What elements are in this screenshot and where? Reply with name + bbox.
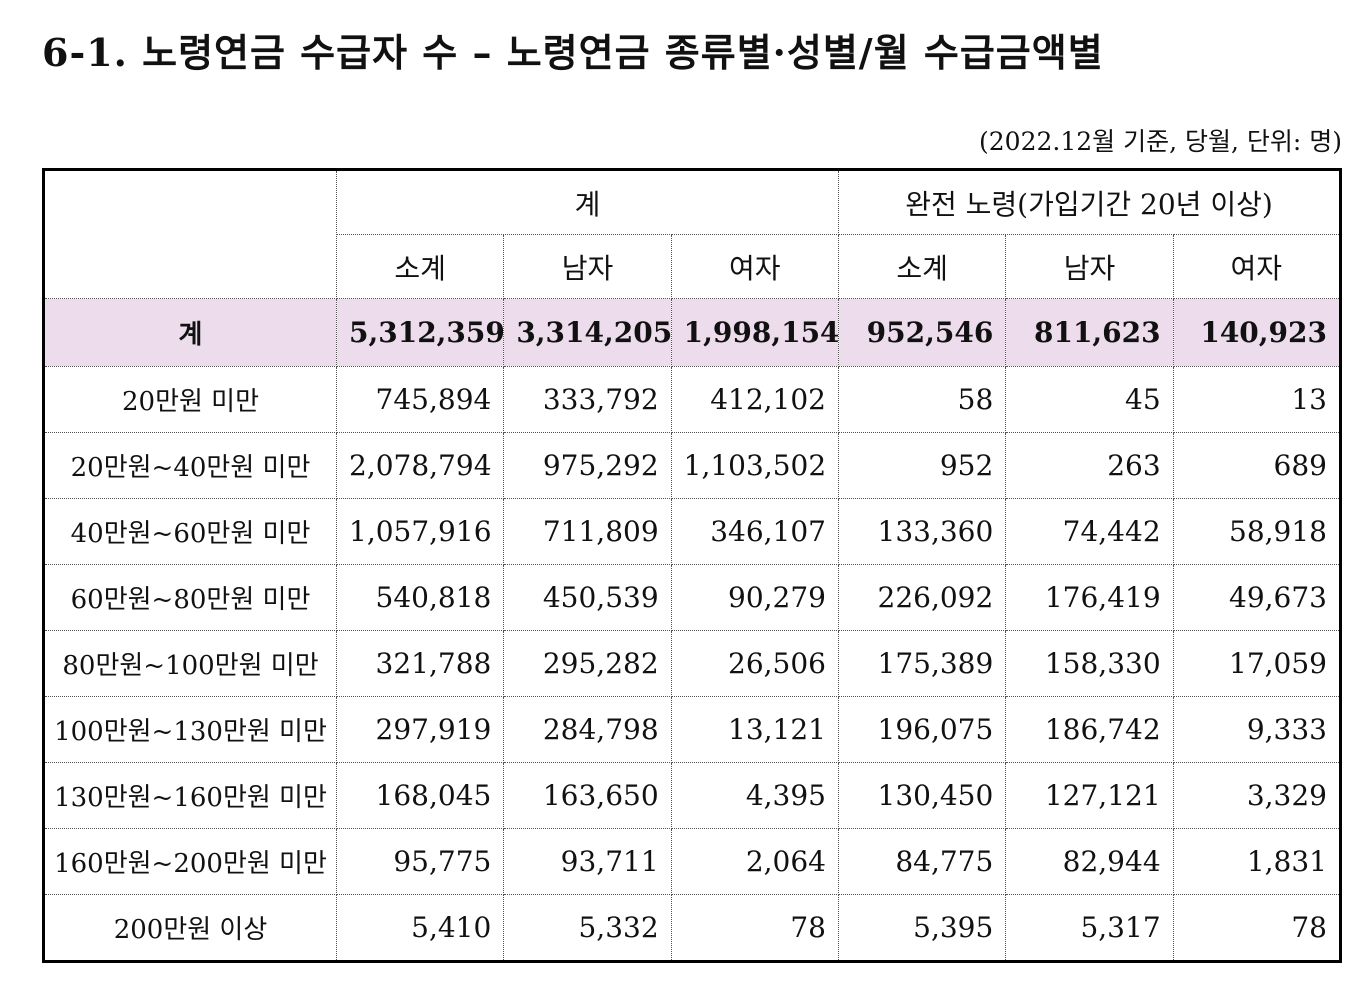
cell-value: 158,330	[1005, 630, 1174, 697]
cell-value: 130,450	[837, 762, 1007, 829]
cell-value: 163,650	[503, 762, 672, 829]
data-row: 100만원~130만원 미만 297,919 284,798 13,121 196,07…	[43, 696, 1342, 763]
cell-value: 133,360	[837, 498, 1007, 565]
cell-value: 78	[670, 894, 839, 962]
cell-value: 9,333	[1172, 696, 1342, 763]
row-label: 20만원~40만원 미만	[43, 432, 337, 499]
cell-value: 745,894	[335, 366, 505, 433]
sub-header: 여자	[1172, 234, 1342, 299]
cell-value: 1,831	[1172, 828, 1342, 895]
row-label: 200만원 이상	[43, 894, 337, 962]
corner-cell	[43, 169, 337, 299]
group-header: 계	[336, 169, 839, 235]
cell-value: 196,075	[837, 696, 1007, 763]
group-header: 완전 노령(가입기간 20년 이상)	[837, 169, 1342, 235]
row-label: 100만원~130만원 미만	[43, 696, 337, 763]
sub-header: 남자	[1005, 234, 1174, 299]
data-row: 160만원~200만원 미만 95,775 93,711 2,064 84,775 82,…	[43, 828, 1342, 895]
total-row: 계 5,312,359 3,314,205 1,998,154 952,546 811,6…	[43, 298, 1342, 367]
cell-value: 5,312,359	[335, 298, 505, 367]
cell-value: 412,102	[670, 366, 839, 433]
cell-value: 3,329	[1172, 762, 1342, 829]
cell-value: 711,809	[503, 498, 672, 565]
cell-value: 263	[1005, 432, 1174, 499]
cell-value: 90,279	[670, 564, 839, 631]
cell-value: 284,798	[503, 696, 672, 763]
title: 6-1. 노령연금 수급자 수 – 노령연금 종류별·성별/월 수급금액별	[42, 30, 1104, 75]
cell-value: 82,944	[1005, 828, 1174, 895]
sub-header: 소계	[837, 234, 1007, 299]
cell-value: 321,788	[335, 630, 505, 697]
cell-value: 140,923	[1172, 298, 1342, 367]
cell-value: 58,918	[1172, 498, 1342, 565]
cell-value: 975,292	[503, 432, 672, 499]
cell-value: 45	[1005, 366, 1174, 433]
row-label: 40만원~60만원 미만	[43, 498, 337, 565]
data-row: 20만원~40만원 미만 2,078,794 975,292 1,103,502 952…	[43, 432, 1342, 499]
cell-value: 17,059	[1172, 630, 1342, 697]
cell-value: 74,442	[1005, 498, 1174, 565]
data-row: 80만원~100만원 미만 321,788 295,282 26,506 175,389…	[43, 630, 1342, 697]
cell-value: 26,506	[670, 630, 839, 697]
cell-value: 811,623	[1005, 298, 1174, 367]
cell-value: 175,389	[837, 630, 1007, 697]
cell-value: 346,107	[670, 498, 839, 565]
cell-value: 1,998,154	[670, 298, 839, 367]
cell-value: 13,121	[670, 696, 839, 763]
cell-value: 176,419	[1005, 564, 1174, 631]
cell-value: 5,395	[837, 894, 1007, 962]
row-label: 80만원~100만원 미만	[43, 630, 337, 697]
cell-value: 58	[837, 366, 1007, 433]
cell-value: 127,121	[1005, 762, 1174, 829]
cell-value: 186,742	[1005, 696, 1174, 763]
cell-value: 689	[1172, 432, 1342, 499]
cell-value: 295,282	[503, 630, 672, 697]
cell-value: 450,539	[503, 564, 672, 631]
cell-value: 84,775	[837, 828, 1007, 895]
data-row: 40만원~60만원 미만 1,057,916 711,809 346,107 133,3…	[43, 498, 1342, 565]
row-label: 20만원 미만	[43, 366, 337, 433]
data-row: 60만원~80만원 미만 540,818 450,539 90,279 226,092 1…	[43, 564, 1342, 631]
cell-value: 3,314,205	[503, 298, 672, 367]
cell-value: 168,045	[335, 762, 505, 829]
header-row: 계 완전 노령(가입기간 20년 이상)	[43, 169, 1342, 299]
cell-value: 49,673	[1172, 564, 1342, 631]
cell-value: 5,317	[1005, 894, 1174, 962]
cell-value: 4,395	[670, 762, 839, 829]
cell-value: 95,775	[335, 828, 505, 895]
data-table: 계 완전 노령(가입기간 20년 이상) 소계 남자 여자 소계 남자 여자 계 5,312,35…	[42, 168, 1342, 963]
data-row: 200만원 이상 5,410 5,332 78 5,395 5,317 78	[43, 894, 1342, 962]
sub-header: 여자	[670, 234, 839, 299]
cell-value: 952	[837, 432, 1007, 499]
data-row: 20만원 미만 745,894 333,792 412,102 58 45 13	[43, 366, 1342, 433]
cell-value: 78	[1172, 894, 1342, 962]
data-row: 130만원~160만원 미만 168,045 163,650 4,395 130,450…	[43, 762, 1342, 829]
unit-note: (2022.12월 기준, 당월, 단위: 명)	[979, 127, 1342, 156]
row-label: 계	[43, 298, 337, 367]
cell-value: 333,792	[503, 366, 672, 433]
cell-value: 93,711	[503, 828, 672, 895]
cell-value: 2,078,794	[335, 432, 505, 499]
sub-header: 남자	[503, 234, 672, 299]
cell-value: 540,818	[335, 564, 505, 631]
sub-header: 소계	[335, 234, 505, 299]
cell-value: 1,103,502	[670, 432, 839, 499]
row-label: 130만원~160만원 미만	[43, 762, 337, 829]
cell-value: 1,057,916	[335, 498, 505, 565]
row-label: 160만원~200만원 미만	[43, 828, 337, 895]
cell-value: 2,064	[670, 828, 839, 895]
row-label: 60만원~80만원 미만	[43, 564, 337, 631]
cell-value: 226,092	[837, 564, 1007, 631]
cell-value: 13	[1172, 366, 1342, 433]
cell-value: 5,332	[503, 894, 672, 962]
cell-value: 297,919	[335, 696, 505, 763]
cell-value: 5,410	[335, 894, 505, 962]
cell-value: 952,546	[837, 298, 1007, 367]
